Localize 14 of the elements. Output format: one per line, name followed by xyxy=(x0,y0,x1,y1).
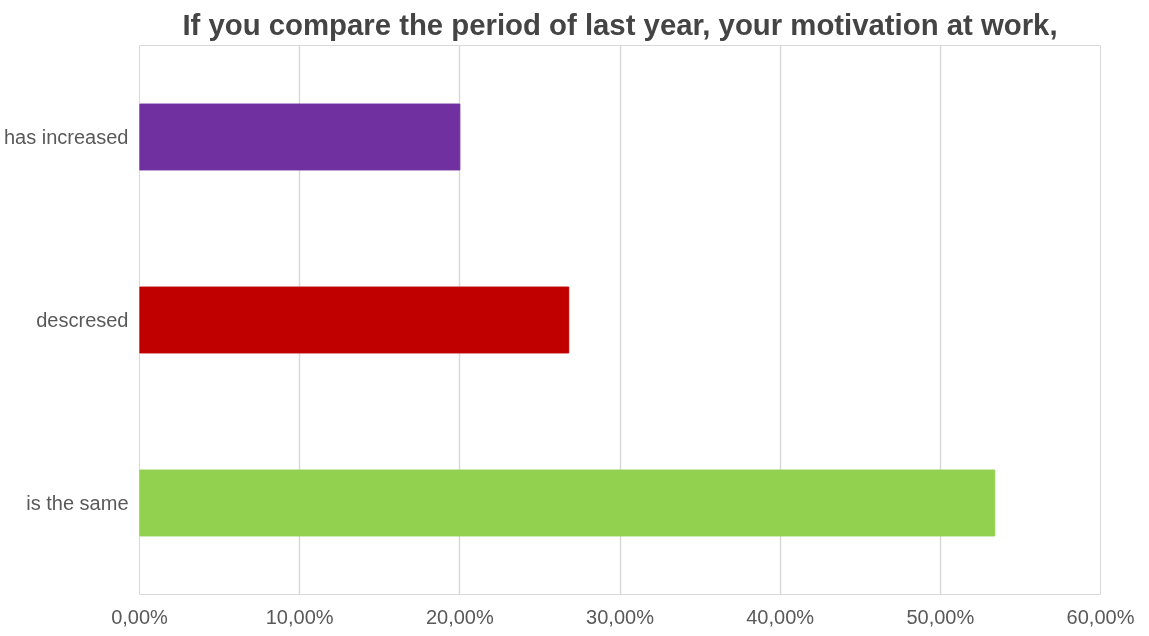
x-tick-label: 0,00% xyxy=(111,605,169,628)
bar xyxy=(139,469,996,537)
x-tick-label: 50,00% xyxy=(906,605,975,628)
y-tick-label: descresed xyxy=(36,309,129,331)
x-tick-label: 20,00% xyxy=(425,605,494,628)
y-tick-label: is the same xyxy=(26,492,129,514)
x-tick-label: 10,00% xyxy=(265,605,334,628)
x-tick-label: 30,00% xyxy=(586,605,655,628)
bar xyxy=(139,286,570,354)
chart-title: If you compare the period of last year, your motivation at work, xyxy=(182,7,1058,41)
y-tick-label: has increased xyxy=(3,126,129,148)
bar xyxy=(139,103,461,171)
x-tick-label: 60,00% xyxy=(1066,605,1135,628)
x-tick-label: 40,00% xyxy=(746,605,815,628)
